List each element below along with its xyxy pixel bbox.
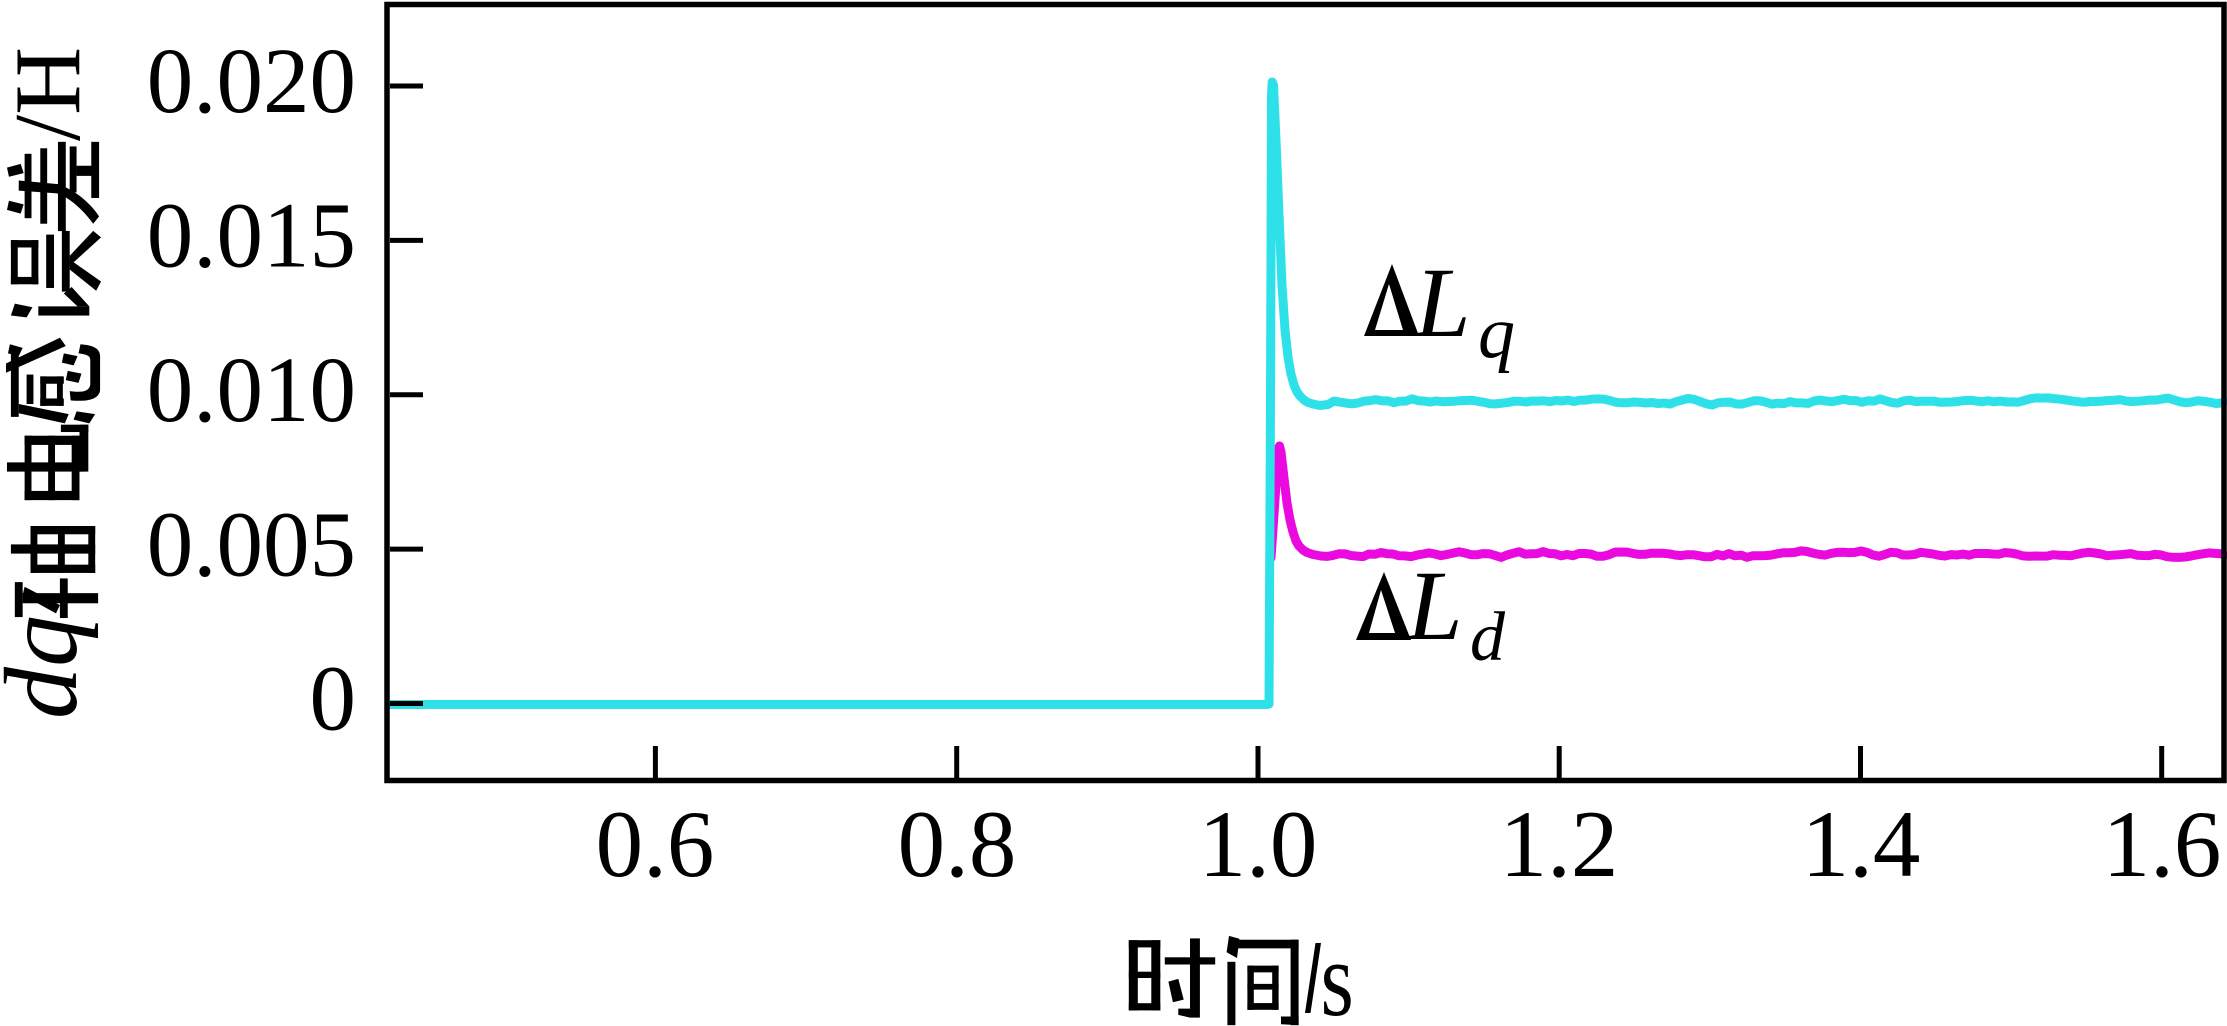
svg-text:q: q [1478, 292, 1515, 374]
svg-text:0.015: 0.015 [147, 185, 356, 288]
svg-text:L: L [1405, 550, 1463, 661]
svg-text:0.8: 0.8 [898, 791, 1017, 897]
svg-text:0.6: 0.6 [596, 791, 715, 897]
svg-text:1.4: 1.4 [1802, 791, 1921, 897]
svg-text:L: L [1413, 247, 1471, 358]
svg-text:1.6: 1.6 [2103, 791, 2222, 897]
svg-text:/H: /H [0, 47, 100, 141]
svg-text:0.010: 0.010 [147, 339, 356, 442]
svg-text:dq: dq [0, 615, 99, 719]
svg-text:s: s [1321, 920, 1354, 1026]
svg-text:1.2: 1.2 [1500, 791, 1619, 897]
svg-text:0: 0 [310, 648, 357, 751]
svg-text:0.005: 0.005 [147, 494, 356, 597]
svg-text:0.020: 0.020 [147, 30, 356, 133]
svg-text:d: d [1470, 599, 1506, 676]
svg-text:1.0: 1.0 [1199, 791, 1318, 897]
